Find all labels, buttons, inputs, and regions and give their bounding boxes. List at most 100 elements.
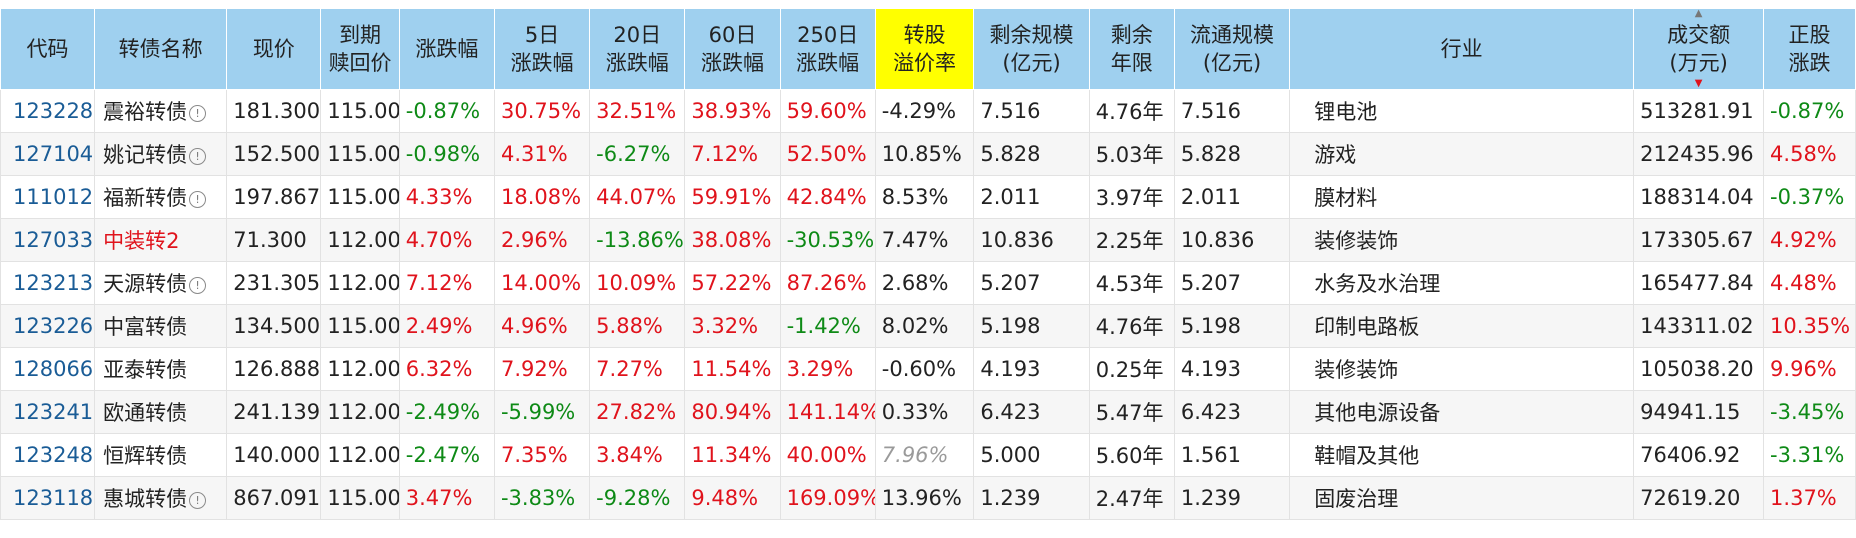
bond-name[interactable]: 欧通转债 — [94, 390, 228, 434]
col-header-redeem[interactable]: 到期 赎回价 — [320, 8, 400, 90]
info-icon[interactable]: ! — [189, 492, 207, 509]
bond-code-link-text[interactable]: 128066 — [13, 357, 94, 381]
col-header-label: 行业 — [1440, 37, 1483, 61]
bond-name-text[interactable]: 惠城转债 — [103, 487, 188, 511]
col-header-5d-change[interactable]: 5日 涨跌幅 — [493, 8, 591, 90]
bond-name[interactable]: 天源转债! — [94, 261, 228, 305]
col-header-price[interactable]: 现价 — [226, 8, 322, 90]
bond-code-link[interactable]: 123226 — [0, 304, 96, 348]
info-icon[interactable]: ! — [189, 277, 207, 294]
bond-code-link[interactable]: 123248 — [0, 433, 96, 477]
bond-name-text[interactable]: 亚泰转债 — [103, 358, 188, 382]
bond-name-text[interactable]: 中富转债 — [103, 315, 188, 339]
col-header-label: 20日 — [613, 23, 662, 47]
col-header-name[interactable]: 转债名称 — [94, 8, 228, 90]
bond-code-link-text[interactable]: 111012 — [13, 185, 94, 209]
table-row[interactable]: 123248 恒辉转债 140.000 112.00 -2.47% 7.35% 3.84% 1… — [0, 433, 1856, 477]
bond-name[interactable]: 惠城转债! — [94, 476, 228, 520]
col-header-premium[interactable]: 转股 溢价率 — [874, 8, 975, 90]
col-header-label: 涨跌幅 — [415, 37, 479, 61]
col-header-turnover[interactable]: ▲ 成交额 (万元) ▼ — [1633, 8, 1765, 90]
table-row[interactable]: 123228 震裕转债! 181.300 115.00 -0.87% 30.75% 32.5… — [0, 89, 1856, 133]
bond-code-link-text[interactable]: 127033 — [13, 228, 94, 252]
bond-name-text[interactable]: 中装转2 — [103, 229, 180, 253]
bond-name-text[interactable]: 欧通转债 — [103, 401, 188, 425]
col-header-20d-change[interactable]: 20日 涨跌幅 — [589, 8, 686, 90]
bond-code-link[interactable]: 123118 — [0, 476, 96, 520]
bond-code-link-text[interactable]: 123118 — [13, 486, 94, 510]
change-5d-cell-text: -3.83% — [500, 486, 576, 510]
table-row[interactable]: 123213 天源转债! 231.305 112.00 7.12% 14.00% 10.09… — [0, 261, 1856, 305]
bond-code-link[interactable]: 127033 — [0, 218, 96, 262]
stock-change-cell-text: -0.87% — [1770, 99, 1845, 123]
bond-code-link[interactable]: 127104 — [0, 132, 96, 176]
bond-code-link[interactable]: 123213 — [0, 261, 96, 305]
bond-name[interactable]: 震裕转债! — [94, 89, 228, 133]
remaining-years-cell: 4.76年 — [1088, 89, 1175, 133]
col-header-250d-change[interactable]: 250日 涨跌幅 — [779, 8, 876, 90]
redeem-price-cell: 115.00 — [320, 175, 400, 219]
remaining-years-cell-text: 5.03年 — [1095, 143, 1164, 167]
change-5d-cell: 4.31% — [493, 132, 591, 176]
bond-code-link[interactable]: 123228 — [0, 89, 96, 133]
col-header-label: 转股 — [903, 23, 946, 47]
bond-code-link-text[interactable]: 127104 — [13, 142, 94, 166]
redeem-price-cell: 112.00 — [320, 261, 400, 305]
change-cell-text: 4.33% — [405, 185, 473, 209]
bond-code-link-text[interactable]: 123248 — [13, 443, 94, 467]
bond-name[interactable]: 亚泰转债 — [94, 347, 228, 391]
change-20d-cell: 5.88% — [589, 304, 686, 348]
table-body: 123228 震裕转债! 181.300 115.00 -0.87% 30.75% 32.5… — [0, 89, 1856, 520]
bond-code-link[interactable]: 128066 — [0, 347, 96, 391]
bond-name-text[interactable]: 天源转债 — [103, 272, 188, 296]
table-row[interactable]: 128066 亚泰转债 126.888 112.00 6.32% 7.92% 7.27% 11… — [0, 347, 1856, 391]
col-header-remaining-years[interactable]: 剩余 年限 — [1088, 8, 1175, 90]
change-cell-text: 3.47% — [405, 486, 473, 510]
bond-name[interactable]: 福新转债! — [94, 175, 228, 219]
bond-code-link[interactable]: 123241 — [0, 390, 96, 434]
bond-code-link[interactable]: 111012 — [0, 175, 96, 219]
col-header-label: (亿元) — [1002, 51, 1061, 75]
info-icon[interactable]: ! — [189, 105, 207, 122]
table-row[interactable]: 123241 欧通转债 241.139 112.00 -2.49% -5.99% 27.82… — [0, 390, 1856, 434]
change-cell: -2.49% — [398, 390, 495, 434]
bond-name-text[interactable]: 震裕转债 — [103, 100, 188, 124]
col-header-industry[interactable]: 行业 — [1289, 8, 1635, 90]
table-row[interactable]: 127033 中装转2 71.300 112.00 4.70% 2.96% -13.86% 3… — [0, 218, 1856, 262]
col-header-float-size[interactable]: 流通规模 (亿元) — [1173, 8, 1291, 90]
col-header-remaining-size[interactable]: 剩余规模 (亿元) — [973, 8, 1090, 90]
bond-code-link-text[interactable]: 123213 — [13, 271, 94, 295]
info-icon[interactable]: ! — [189, 191, 207, 208]
change-60d-cell-text: 38.93% — [691, 99, 772, 123]
industry-cell: 装修装饰 — [1289, 347, 1635, 391]
bond-name[interactable]: 中装转2 — [94, 218, 228, 262]
col-header-change[interactable]: 涨跌幅 — [398, 8, 495, 90]
bond-code-link-text[interactable]: 123226 — [13, 314, 94, 338]
industry-cell: 固废治理 — [1289, 476, 1635, 520]
sort-desc-icon[interactable]: ▼ — [1694, 78, 1703, 89]
float-size-cell-text: 1.561 — [1180, 443, 1241, 467]
bond-name[interactable]: 姚记转债! — [94, 132, 228, 176]
bond-name-text[interactable]: 恒辉转债 — [103, 444, 188, 468]
bond-name[interactable]: 中富转债 — [94, 304, 228, 348]
price-cell: 140.000 — [226, 433, 322, 477]
bond-name-text[interactable]: 姚记转债 — [103, 143, 188, 167]
col-header-stock-change[interactable]: 正股 涨跌 — [1763, 8, 1856, 90]
col-header-code[interactable]: 代码 — [0, 8, 96, 90]
table-row[interactable]: 123226 中富转债 134.500 115.00 2.49% 4.96% 5.88% 3.… — [0, 304, 1856, 348]
table-row[interactable]: 123118 惠城转债! 867.091 115.00 3.47% -3.83% -9.28… — [0, 476, 1856, 520]
change-5d-cell-text: 7.35% — [500, 443, 568, 467]
bond-code-link-text[interactable]: 123228 — [13, 99, 94, 123]
stock-change-cell: -0.87% — [1763, 89, 1856, 133]
redeem-price-cell-text: 115.00 — [327, 486, 400, 510]
col-header-60d-change[interactable]: 60日 涨跌幅 — [684, 8, 781, 90]
sort-asc-icon[interactable]: ▲ — [1694, 8, 1703, 19]
table-row[interactable]: 111012 福新转债! 197.867 115.00 4.33% 18.08% 44.07… — [0, 175, 1856, 219]
premium-cell-text: 2.68% — [881, 271, 949, 295]
turnover-cell: 143311.02 — [1633, 304, 1765, 348]
bond-name[interactable]: 恒辉转债 — [94, 433, 228, 477]
bond-name-text[interactable]: 福新转债 — [103, 186, 188, 210]
table-row[interactable]: 127104 姚记转债! 152.500 115.00 -0.98% 4.31% -6.27… — [0, 132, 1856, 176]
bond-code-link-text[interactable]: 123241 — [13, 400, 94, 424]
info-icon[interactable]: ! — [189, 148, 207, 165]
